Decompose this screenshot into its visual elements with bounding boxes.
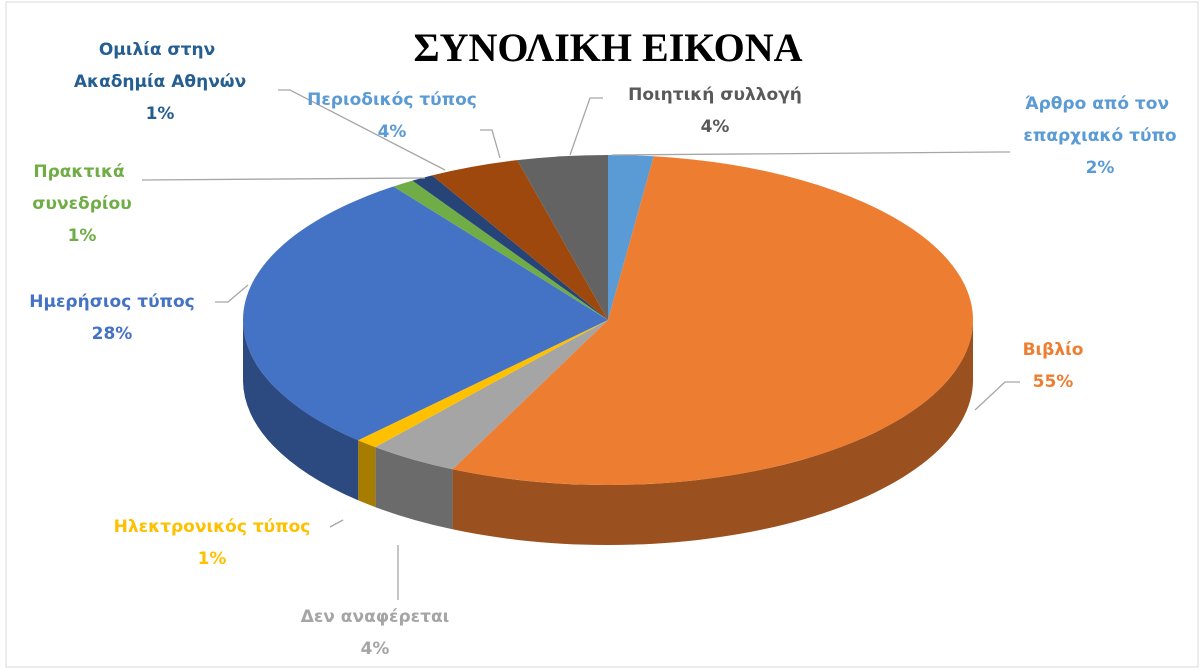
data-label-name: Δεν αναφέρεται xyxy=(301,607,450,627)
data-label-value: 2% xyxy=(1086,158,1115,178)
leader-line xyxy=(480,129,501,159)
pie-slice xyxy=(452,156,974,486)
pie-slice xyxy=(393,180,608,320)
data-label-name: Ημερήσιος τύπος xyxy=(29,292,195,312)
leader-line xyxy=(215,284,249,303)
pie-slice xyxy=(358,320,608,448)
data-label-value: 28% xyxy=(92,324,133,344)
data-label-name: Περιοδικός τύπος xyxy=(307,90,477,110)
data-label-name: Βιβλίο xyxy=(1023,340,1084,360)
data-label-value: 1% xyxy=(68,226,97,246)
pie-slice xyxy=(412,175,608,320)
data-label-value: 55% xyxy=(1033,372,1074,392)
pie-slice xyxy=(517,155,608,320)
leader-line xyxy=(278,89,446,171)
data-label-name: Πρακτικά συνεδρίου xyxy=(32,162,131,214)
slice-side-shade xyxy=(358,440,376,508)
slice-side-shade xyxy=(452,320,973,545)
data-label-name: Άρθρο από τον επαρχιακό τύπο xyxy=(1023,94,1176,146)
data-label-value: 4% xyxy=(361,639,390,659)
pie-slice xyxy=(243,186,608,441)
leader-line xyxy=(141,177,426,181)
data-label-name: Ηλεκτρονικός τύπος xyxy=(114,517,311,537)
data-label-name: Ποιητική συλλογή xyxy=(628,85,802,105)
slice-side xyxy=(375,447,453,530)
data-label-name: Ομιλία στην Ακαδημία Αθηνών xyxy=(74,40,246,92)
pie-slice xyxy=(432,160,608,320)
data-label-value: 1% xyxy=(198,549,227,569)
leader-line xyxy=(329,519,344,528)
slice-side xyxy=(243,320,359,501)
data-label-value: 4% xyxy=(701,117,730,137)
slice-side-shade xyxy=(243,320,359,501)
pie-slice xyxy=(608,155,654,320)
slice-side xyxy=(452,320,973,545)
slice-side xyxy=(358,440,376,508)
leader-line xyxy=(611,151,1010,156)
data-label-value: 1% xyxy=(146,104,175,124)
pie-slice xyxy=(375,320,608,470)
chart-title: ΣΥΝΟΛΙΚΗ ΕΙΚΟΝΑ xyxy=(413,25,802,70)
slice-side-shade xyxy=(375,447,453,530)
leader-line xyxy=(569,97,603,156)
leader-line xyxy=(974,381,1020,411)
data-label-value: 4% xyxy=(378,122,407,142)
